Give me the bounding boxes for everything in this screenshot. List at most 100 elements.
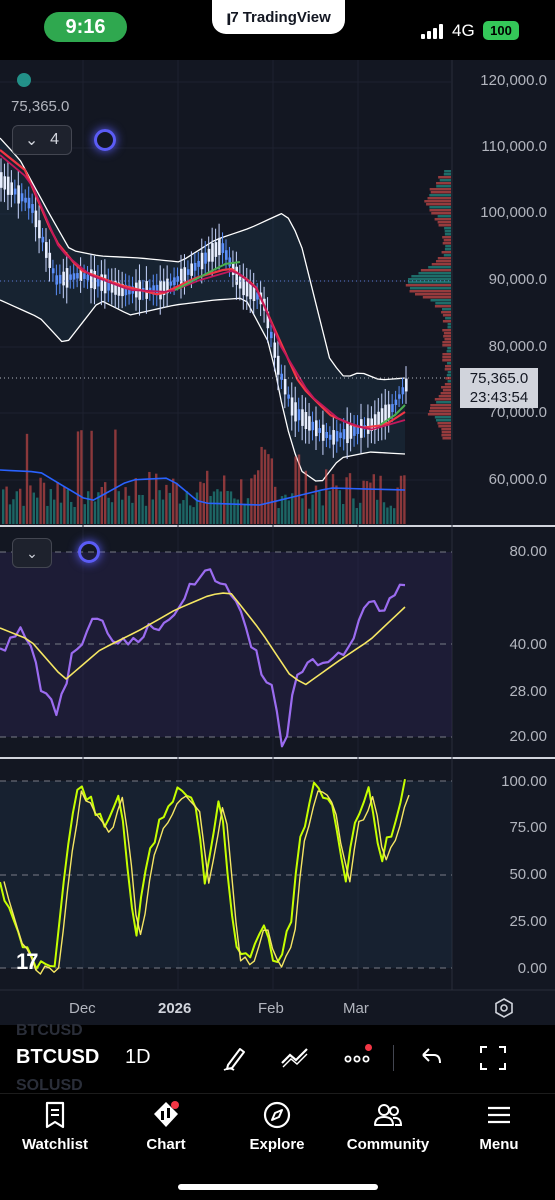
candle-body [162, 281, 166, 296]
volume-bar [304, 470, 307, 524]
candle-body [391, 404, 394, 413]
candle-body [48, 252, 52, 268]
stoch-axis-label: 75.00 [509, 819, 547, 836]
volume-profile-bar [430, 191, 451, 194]
stoch-d-line [3, 790, 410, 975]
sync-icon[interactable] [78, 541, 100, 563]
nav-watchlist[interactable]: Watchlist [5, 1100, 105, 1160]
pencil-icon[interactable] [220, 1043, 250, 1073]
candle-body [45, 242, 48, 258]
chart-settings-icon[interactable] [494, 998, 514, 1018]
volume-bar [2, 489, 5, 524]
moving-average-green [174, 261, 241, 291]
volume-bar [321, 505, 324, 524]
volume-bar [175, 482, 178, 524]
volume-profile-bar [441, 251, 451, 254]
volume-profile-bar [428, 266, 451, 269]
volume-profile-bar [435, 260, 451, 263]
volume-profile-bar [429, 188, 451, 191]
volume-bar [403, 475, 406, 524]
volume-bar [236, 499, 239, 524]
volume-profile-bar [445, 365, 451, 368]
app-name: TradingView [242, 8, 331, 26]
volume-bar [46, 505, 49, 524]
volume-profile-bar [430, 299, 451, 302]
symbol-button[interactable]: BTCUSD [16, 1046, 100, 1068]
candle-body [10, 182, 13, 195]
volume-bar [365, 481, 369, 524]
drawing-tool-icon[interactable] [280, 1043, 310, 1073]
volume-profile-bar [429, 407, 451, 410]
nav-menu[interactable]: Menu [449, 1100, 549, 1160]
candle-body [398, 394, 401, 399]
candle-body [370, 418, 373, 431]
volume-profile-bar [431, 263, 451, 266]
chart-canvas[interactable] [0, 60, 555, 1025]
nav-explore[interactable]: Explore [227, 1100, 327, 1160]
candle-body [0, 172, 3, 188]
app-brand-pill[interactable]: ꞁ7 TradingView [212, 0, 345, 34]
pane-collapse-button[interactable]: ⌄ [12, 538, 52, 568]
volume-bar [229, 491, 233, 524]
interval-button[interactable]: 1D [125, 1046, 151, 1068]
candle-body [294, 402, 297, 422]
volume-profile-bar [444, 170, 451, 173]
volume-bar [161, 499, 165, 524]
sync-icon[interactable] [94, 129, 116, 151]
volume-bar [134, 478, 137, 524]
nav-chart[interactable]: Chart [116, 1100, 216, 1160]
price-axis-label: 110,000.0 [481, 138, 547, 155]
candle-body [325, 431, 328, 439]
volume-bar [362, 480, 365, 524]
undo-icon[interactable] [416, 1043, 446, 1073]
candle-body [335, 431, 339, 442]
candle-body [96, 276, 100, 287]
volume-bar [287, 500, 290, 524]
candle-body [225, 250, 228, 260]
candle-body [394, 399, 398, 406]
volume-bar [168, 492, 171, 524]
candle-body [62, 271, 65, 286]
volume-bar [90, 430, 93, 524]
status-time[interactable]: 9:16 [44, 12, 127, 42]
volume-bar [284, 494, 287, 524]
home-indicator [178, 1184, 378, 1190]
volume-bar [250, 478, 253, 524]
candle-body [218, 238, 221, 256]
candle-body [332, 430, 335, 445]
volume-bar [328, 490, 331, 524]
volume-bar [253, 474, 256, 524]
candle-body [373, 414, 377, 430]
moving-average-slow [0, 154, 406, 431]
candle-body [297, 409, 301, 421]
nav-label: Watchlist [21, 1136, 89, 1153]
rsi-ma-line [0, 592, 406, 686]
volume-profile-bar [411, 275, 451, 278]
volume-bar [202, 483, 205, 524]
candle-body [276, 355, 280, 375]
candle-body [72, 273, 76, 280]
volume-profile-bar [442, 329, 451, 332]
stoch-axis-label: 0.00 [517, 960, 547, 977]
candle-body [107, 279, 110, 291]
candle-body [55, 275, 58, 285]
volume-bar [97, 492, 100, 524]
volume-bar [25, 433, 29, 524]
volume-bar [270, 458, 273, 524]
fullscreen-icon[interactable] [478, 1043, 508, 1073]
volume-profile-bar [405, 284, 451, 287]
volume-profile-bar [447, 347, 451, 350]
volume-profile-bar [437, 215, 451, 218]
nav-community[interactable]: Community [338, 1100, 438, 1160]
tradingview-logo-icon: ꞁ7 [226, 9, 239, 26]
chevron-down-icon: ⌄ [26, 544, 38, 561]
more-icon[interactable] [342, 1043, 372, 1073]
candle-body [349, 425, 353, 439]
volume-bar [56, 482, 59, 524]
candle-body [121, 283, 124, 297]
indicators-toggle-button[interactable]: ⌄ 4 [12, 125, 72, 155]
candle-body [245, 281, 249, 297]
volume-bar [335, 485, 338, 524]
toolbar-divider [393, 1045, 394, 1071]
candle-body [152, 285, 155, 295]
